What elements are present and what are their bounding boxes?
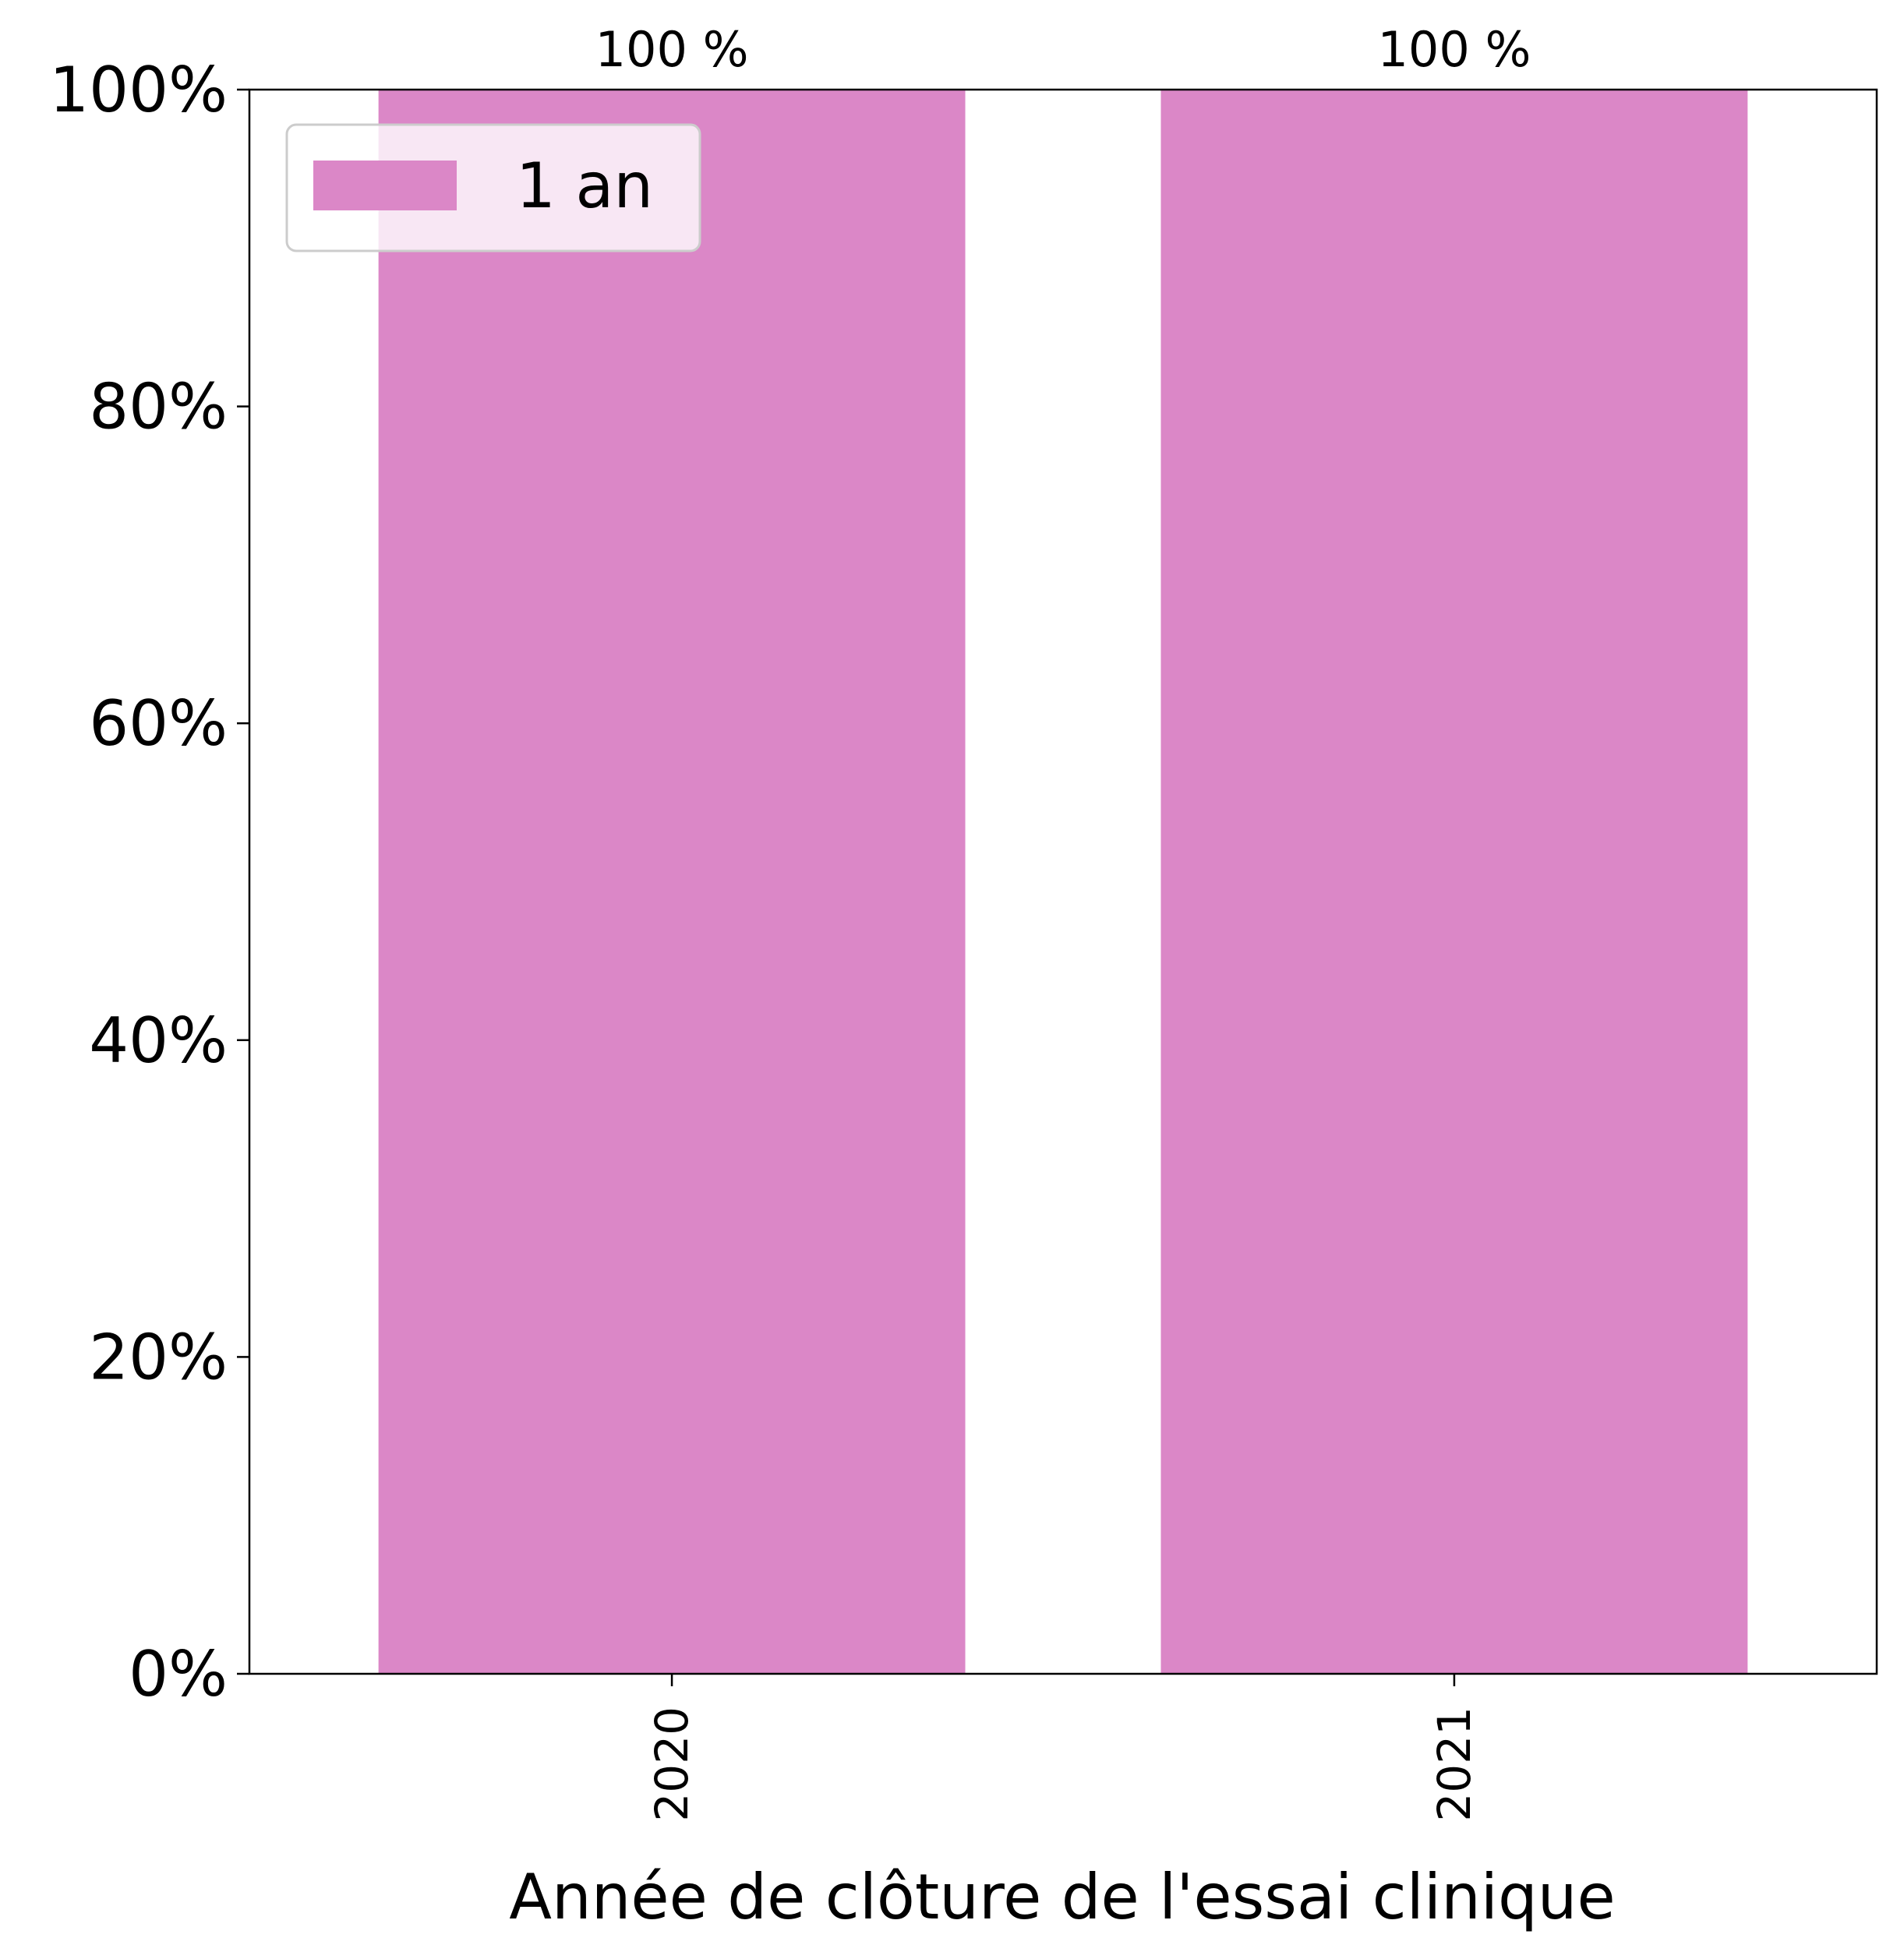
y-tick-label: 40% (89, 1004, 228, 1077)
y-axis: 0% 20% 40% 60% 80% 100% (49, 54, 249, 1710)
legend-label-1-an: 1 an (516, 150, 653, 222)
y-tick-label: 100% (49, 54, 228, 126)
y-tick-label: 20% (89, 1321, 228, 1393)
y-tick-label: 0% (129, 1638, 228, 1710)
x-tick-label-2021: 2021 (1428, 1707, 1481, 1822)
x-tick-label-2020: 2020 (645, 1707, 698, 1822)
bar-2021 (1160, 90, 1748, 1674)
y-tick-label: 60% (89, 687, 228, 760)
data-label-2021: 100 % (1377, 21, 1531, 78)
data-label-2020: 100 % (595, 21, 749, 78)
y-tick-label: 80% (89, 371, 228, 443)
bar-2020 (378, 90, 966, 1674)
x-axis-title: Année de clôture de l'essai clinique (509, 1861, 1615, 1933)
legend-swatch-1-an (313, 161, 457, 210)
legend-box (285, 123, 701, 252)
bars-layer (378, 90, 1748, 1674)
x-axis: 2020 2021 (645, 1674, 1481, 1822)
legend: 1 an (285, 123, 701, 252)
plot-frame (248, 88, 1878, 1675)
data-labels-layer: 100 % 100 % (595, 21, 1531, 78)
